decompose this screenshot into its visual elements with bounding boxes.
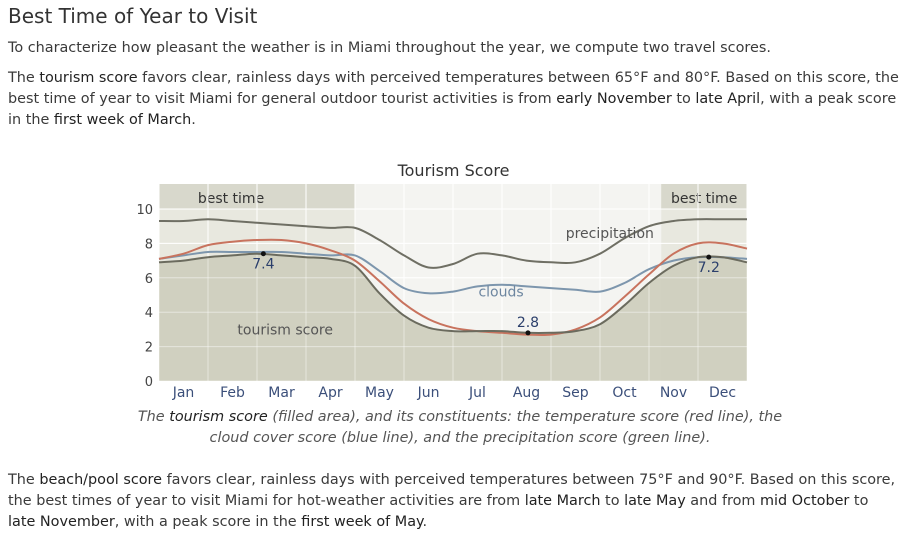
highlight-first-week-of-march: first week of March [53, 112, 192, 128]
text-segment: favors clear, rainless days with perceiv… [8, 70, 899, 107]
y-tick-label: 0 [145, 375, 153, 390]
y-tick-label: 2 [145, 341, 153, 356]
highlight-late-april: late April [695, 91, 761, 107]
month-label: Oct [612, 385, 637, 401]
text-segment: (filled area), and its constituents: the… [209, 409, 783, 446]
text-segment: and from [685, 493, 761, 509]
text-segment: , with a peak score in the [8, 91, 897, 128]
month-label: Nov [660, 385, 687, 401]
y-tick-label: 8 [145, 237, 153, 252]
month-label: Mar [268, 385, 295, 401]
text-segment: The [137, 409, 170, 425]
text-segment: to [849, 493, 869, 509]
month-label: May [365, 385, 394, 401]
annotation-dot [706, 254, 712, 260]
text-segment: , with a peak score in the [114, 514, 302, 530]
annotation-dot [260, 251, 266, 257]
tourism-score-paragraph: The tourism score favors clear, rainless… [8, 68, 900, 131]
text-segment: favors clear, rainless days with perceiv… [8, 472, 896, 509]
temperature-line [158, 238, 748, 337]
beach-score-paragraph: The beach/pool score favors clear, rainl… [8, 470, 900, 533]
chart-caption: The tourism score (filled area), and its… [130, 407, 790, 449]
precipitation-series-label: precipitation [566, 226, 654, 242]
month-label: Apr [318, 385, 342, 401]
text-segment: to [671, 91, 696, 107]
text-segment: The [8, 472, 40, 488]
month-label: Sep [562, 385, 589, 401]
highlight-tourism-score: tourism score [39, 70, 138, 86]
highlight-beach-pool-score: beach/pool score [39, 472, 163, 488]
text-segment: The [8, 70, 40, 86]
highlight-late-march: late March [524, 493, 601, 509]
month-label: Jan [172, 385, 195, 401]
section-heading: Best Time of Year to Visit [8, 4, 258, 28]
clouds-series-label: clouds [478, 285, 523, 301]
month-label: Feb [220, 385, 245, 401]
highlight-late-may: late May [624, 493, 686, 509]
y-tick-label: 4 [145, 306, 153, 321]
highlight-mid-october: mid October [760, 493, 850, 509]
intro-paragraph: To characterize how pleasant the weather… [8, 40, 771, 56]
month-label: Aug [513, 385, 540, 401]
clouds-line [158, 250, 748, 295]
text-segment: to [600, 493, 625, 509]
precipitation-line [158, 218, 747, 269]
annotation-label: 7.4 [252, 257, 274, 273]
annotation-label: 2.8 [517, 315, 539, 331]
y-tick-label: 10 [136, 203, 153, 218]
highlight-late-november: late November [8, 514, 115, 530]
month-label: Jun [417, 385, 440, 401]
best-time-label: best time [198, 191, 264, 207]
highlight-early-november: early November [556, 91, 672, 107]
best-time-label: best time [671, 191, 737, 207]
tourism-score-line [158, 252, 748, 335]
tourism-score-chart: best time best time 0 2 4 6 8 10 precipitation cl… [136, 184, 748, 401]
tourism-series-label: tourism score [237, 323, 333, 339]
annotation-label: 7.2 [698, 260, 720, 276]
y-tick-label: 6 [145, 272, 153, 287]
chart-title: Tourism Score [397, 161, 510, 180]
month-label: Dec [709, 385, 736, 401]
caption-highlight-tourism-score: tourism score [169, 409, 268, 425]
text-segment: . [191, 112, 196, 128]
annotation-dot [525, 330, 531, 336]
highlight-first-week-of-may: first week of May [301, 514, 423, 530]
text-segment: . [422, 514, 428, 530]
best-time-header [661, 184, 747, 209]
month-label: Jul [468, 385, 486, 401]
tourism-score-area [159, 253, 747, 381]
